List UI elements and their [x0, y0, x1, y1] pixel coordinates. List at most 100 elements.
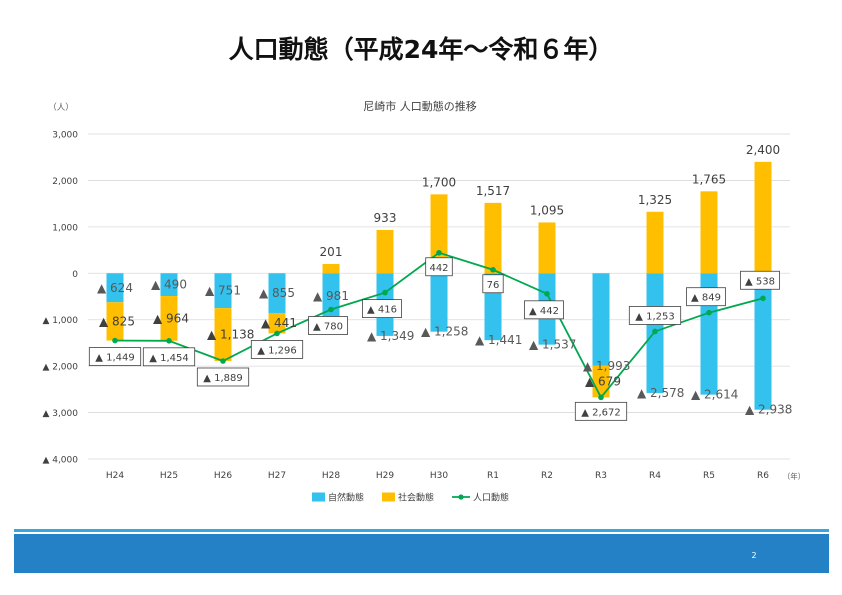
y-axis-label: （人） [48, 102, 74, 113]
natural-label: ▲ 981 [313, 289, 349, 303]
total-point [166, 337, 172, 344]
total-label-box [308, 316, 348, 335]
natural-label: ▲ 490 [151, 278, 187, 292]
legend-label: 自然動態 [328, 492, 364, 504]
x-tick-label: H24 [106, 471, 124, 481]
social-label: ▲ 1,138 [207, 328, 254, 342]
natural-bar [160, 273, 178, 297]
natural-label: ▲ 624 [97, 281, 133, 295]
total-label: ▲ 416 [367, 305, 397, 316]
total-label: ▲ 2,672 [581, 407, 621, 418]
natural-label: ▲ 855 [259, 286, 295, 300]
social-label: 1,325 [638, 193, 672, 207]
total-label: ▲ 1,449 [95, 353, 135, 364]
chart-title: 尼崎市 人口動態の推移 [363, 99, 477, 113]
total-label: ▲ 849 [691, 293, 721, 304]
social-bar [538, 222, 556, 274]
total-point [652, 328, 658, 335]
natural-bar [754, 273, 772, 410]
total-label-box [362, 299, 402, 319]
total-label-box [524, 300, 564, 320]
total-point [598, 394, 604, 401]
total-point [436, 249, 442, 256]
footer-bar [14, 534, 829, 573]
total-label: 76 [487, 280, 500, 291]
total-label-box [686, 287, 726, 307]
legend-label: 人口動態 [473, 492, 509, 504]
page-number: 2 [751, 551, 757, 560]
total-label-box [740, 270, 780, 290]
x-tick-label: H30 [430, 471, 448, 481]
natural-label: ▲ 751 [205, 284, 241, 298]
social-label: 201 [320, 245, 343, 259]
total-label-box [196, 367, 250, 387]
y-tick-label: ▲ 1,000 [42, 316, 78, 326]
total-label: ▲ 1,889 [203, 373, 243, 384]
natural-bar [592, 273, 610, 366]
total-point [274, 330, 280, 337]
total-label-box [574, 401, 628, 421]
total-line [112, 249, 766, 401]
total-label-box [142, 347, 196, 367]
natural-bar [106, 273, 124, 303]
x-tick-label: H29 [376, 471, 394, 481]
x-tick-label: R6 [757, 471, 769, 481]
natural-label: ▲ 1,258 [421, 325, 468, 339]
social-label: 933 [374, 211, 397, 225]
social-bar [322, 263, 340, 274]
y-tick-label: 1,000 [52, 223, 78, 233]
x-tick-label: R5 [703, 471, 715, 481]
natural-label: ▲ 2,578 [637, 386, 684, 400]
social-label: 1,700 [422, 175, 456, 189]
social-label: ▲ 964 [153, 311, 189, 325]
social-bar [106, 302, 124, 341]
x-tick-label: H27 [268, 471, 286, 481]
natural-label: ▲ 1,993 [583, 359, 630, 373]
natural-label: ▲ 1,441 [475, 333, 522, 347]
x-tick-label: R4 [649, 471, 661, 481]
y-tick-label: ▲ 3,000 [42, 409, 78, 419]
total-label: ▲ 1,296 [257, 345, 297, 356]
total-label: ▲ 538 [745, 276, 775, 287]
social-label: ▲ 441 [261, 316, 297, 330]
social-bar [484, 202, 502, 274]
y-tick-label: ▲ 2,000 [42, 363, 78, 373]
y-tick-label: 0 [72, 270, 78, 280]
total-point [544, 291, 550, 297]
natural-label: ▲ 1,537 [529, 338, 576, 352]
footer-accent-line [14, 529, 829, 532]
total-label: ▲ 1,454 [149, 353, 189, 364]
total-label-box [482, 274, 504, 294]
total-point [112, 337, 118, 344]
social-label: ▲ 679 [585, 375, 621, 389]
social-bar [646, 211, 664, 274]
slide-title: 人口動態（平成24年～令和６年） [228, 35, 614, 64]
total-label: 442 [429, 263, 448, 274]
x-tick-label: R1 [487, 471, 499, 481]
social-bar [754, 161, 772, 274]
total-label: ▲ 1,253 [635, 311, 675, 322]
total-point [706, 309, 712, 316]
legend-line-marker [458, 494, 464, 500]
total-point [220, 358, 226, 364]
total-label-box [628, 306, 682, 325]
social-label: 1,095 [530, 203, 564, 217]
total-label: ▲ 442 [529, 306, 559, 317]
natural-label: ▲ 2,938 [745, 403, 792, 417]
social-label: 1,765 [692, 172, 726, 186]
y-axis-ticks: 3,000 2,000 1,000 0 ▲ 1,000 ▲ 2,000 ▲ 3,000 ▲ 4… [42, 131, 78, 466]
y-tick-label: 2,000 [52, 177, 78, 187]
x-axis-ticks: H24 H25 H26 H27 H28 H29 H30 R1 R2 R3 R4 R5 R6 [106, 471, 769, 481]
social-bar [700, 191, 718, 274]
x-tick-label: H26 [214, 471, 232, 481]
y-tick-label: ▲ 4,000 [42, 456, 78, 466]
total-label-box [425, 257, 453, 277]
total-point [490, 266, 496, 273]
legend-swatch [312, 492, 325, 502]
natural-label: ▲ 1,349 [367, 329, 414, 343]
social-bar [214, 308, 232, 361]
natural-label: ▲ 2,614 [691, 388, 738, 402]
social-bar [268, 312, 286, 334]
total-label-box [88, 347, 142, 366]
